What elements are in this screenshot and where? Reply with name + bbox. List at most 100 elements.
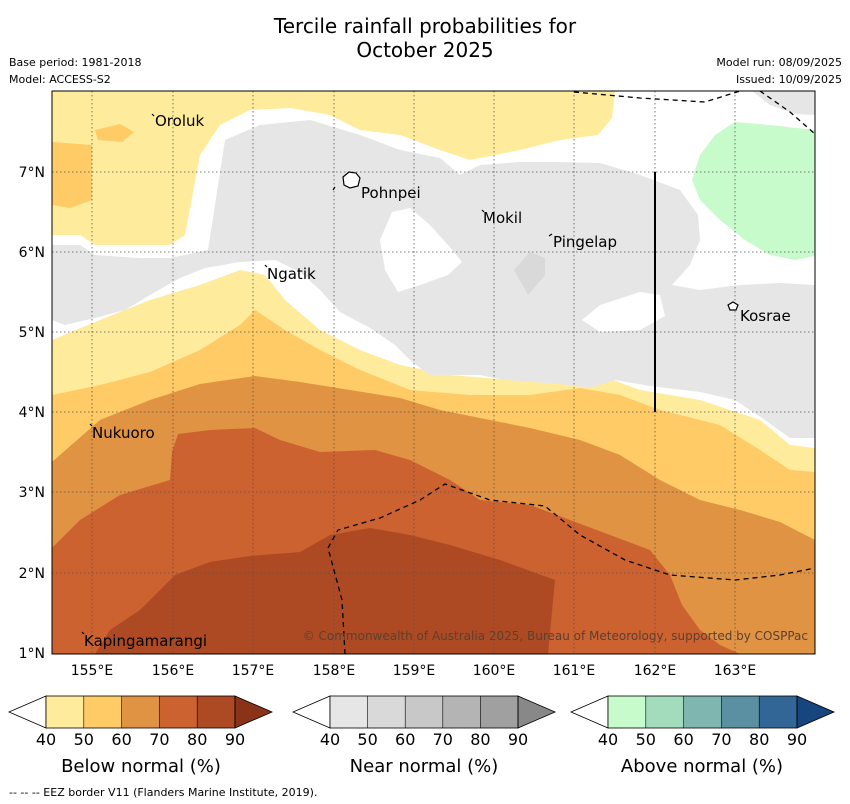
colorbar-below-tick: 50 (74, 730, 94, 749)
lon-tick-156: 156°E (152, 663, 195, 679)
colorbar-above-segment (759, 696, 797, 728)
lon-tick-157: 157°E (232, 663, 275, 679)
colorbar-below-segment (197, 696, 235, 728)
colorbar-below-extend-high (234, 695, 274, 729)
colorbar-below-segment (159, 696, 198, 728)
lon-tick-159: 159°E (393, 663, 436, 679)
pohnpei-islet (332, 186, 336, 191)
colorbar-above-extend-low (569, 695, 609, 729)
lat-tick-6: 6°N (19, 245, 45, 261)
colorbar-above-extend-high (796, 695, 836, 729)
colorbar-above-tick: 60 (673, 730, 693, 749)
lat-tick-7: 7°N (19, 165, 45, 181)
colorbar-below-segment (83, 696, 122, 728)
model-run-text: Model run: 08/09/2025 (716, 56, 842, 69)
colorbar-near-title: Near normal (%) (350, 756, 499, 777)
below-orange-patch-oroluk (95, 124, 134, 142)
mokil-label: Mokil (483, 209, 522, 227)
colorbar-below-extend-low (7, 695, 47, 729)
colorbar-above-segment (645, 696, 684, 728)
colorbar-above-segment (683, 696, 722, 728)
pingelap-label: Pingelap (553, 233, 617, 251)
below-80-90-region (95, 528, 555, 654)
lon-tick-162: 162°E (634, 663, 677, 679)
near-normal-white-hole-2 (582, 292, 665, 332)
base-period-text: Base period: 1981-2018 (9, 56, 142, 69)
lon-tick-161: 161°E (553, 663, 596, 679)
lon-tick-158: 158°E (313, 663, 356, 679)
colorbar-above-tick: 70 (711, 730, 731, 749)
above-40-50-region (692, 122, 815, 260)
pohnpei-island (342, 171, 361, 189)
colorbar-near-segment (367, 696, 406, 728)
colorbar-near-tick: 90 (508, 730, 528, 749)
lat-tick-2: 2°N (19, 566, 45, 582)
colorbar-below-tick: 70 (149, 730, 169, 749)
map-title-line1: Tercile rainfall probabilities for (273, 14, 577, 38)
island-markers (81, 113, 553, 635)
copyright-text: © Commonwealth of Australia 2025, Bureau… (303, 629, 808, 643)
colorbar-below-segment (121, 696, 160, 728)
latitude-ticks: 7°N 6°N 5°N 4°N 3°N 2°N 1°N (19, 165, 45, 662)
colorbar-near-segment (442, 696, 481, 728)
colorbar-near-outline (329, 695, 519, 729)
colorbar-above-outline (607, 695, 798, 729)
colorbar-below-outline (45, 695, 236, 729)
colorbar-near-segment (405, 696, 443, 728)
colorbar-above-tick: 40 (598, 730, 618, 749)
below-orange-patch-north (52, 142, 92, 208)
kapingamarangi-label: Kapingamarangi (84, 632, 207, 650)
eez-borders (327, 91, 815, 654)
colorbar-below-tick: 40 (36, 730, 56, 749)
lat-tick-1: 1°N (19, 646, 45, 662)
colorbar-below-segment (46, 696, 84, 728)
near-normal-darker-patch (514, 252, 545, 295)
model-text: Model: ACCESS-S2 (9, 73, 111, 86)
lat-tick-3: 3°N (19, 485, 45, 501)
lon-tick-160: 160°E (473, 663, 516, 679)
probability-fields: Oroluk Pohnpei Mokil Pingelap Ngatik Kos… (52, 91, 815, 654)
nukuoro-label: Nukuoro (92, 424, 155, 442)
colorbar-near-tick: 50 (357, 730, 377, 749)
colorbar-above-normal: 40 50 60 70 80 90 (569, 695, 836, 749)
colorbar-near-tick: 70 (433, 730, 453, 749)
colorbar-below-normal: 40 50 60 70 80 90 (7, 695, 274, 749)
issued-text: Issued: 10/09/2025 (735, 73, 842, 86)
colorbar-above-tick: 80 (749, 730, 769, 749)
ngatik-label: Ngatik (267, 265, 316, 283)
colorbar-above-tick: 90 (787, 730, 807, 749)
eez-footer-note: -- -- -- EEZ border V11 (Flanders Marine… (9, 786, 318, 799)
colorbar-above-title: Above normal (%) (621, 756, 783, 777)
kosrae-label: Kosrae (740, 307, 791, 325)
colorbar-below-tick: 60 (111, 730, 131, 749)
colorbar-near-tick: 40 (320, 730, 340, 749)
colorbar-near-extend-high (517, 695, 557, 729)
map-title-line2: October 2025 (356, 38, 494, 62)
colorbar-above-segment (721, 696, 760, 728)
lon-tick-155: 155°E (71, 663, 114, 679)
colorbar-below-tick: 80 (187, 730, 207, 749)
near-normal-white-hole-1 (380, 208, 462, 292)
longitude-ticks: 155°E 156°E 157°E 158°E 159°E 160°E 161°… (71, 663, 757, 679)
lat-tick-5: 5°N (19, 325, 45, 341)
below-40-50-region-north (52, 91, 615, 245)
colorbar-near-segment (480, 696, 518, 728)
map-frame (51, 90, 816, 655)
oroluk-label: Oroluk (155, 112, 204, 130)
colorbar-below-tick: 90 (225, 730, 245, 749)
lon-tick-163: 163°E (714, 663, 757, 679)
kosrae-island (727, 301, 739, 311)
colorbar-below-title: Below normal (%) (61, 756, 221, 777)
colorbar-above-segment (608, 696, 646, 728)
graticule (52, 91, 815, 654)
colorbar-near-tick: 60 (395, 730, 415, 749)
metadata-left: Base period: 1981-2018 Model: ACCESS-S2 (9, 54, 141, 88)
metadata-right: Model run: 08/09/2025 Issued: 10/09/2025 (716, 54, 842, 88)
lat-tick-4: 4°N (19, 405, 45, 421)
pohnpei-label: Pohnpei (361, 184, 421, 202)
colorbar-near-normal: 40 50 60 70 80 90 (291, 695, 557, 749)
colorbar-near-segment (330, 696, 368, 728)
colorbar-near-extend-low (291, 695, 331, 729)
colorbar-above-tick: 50 (636, 730, 656, 749)
